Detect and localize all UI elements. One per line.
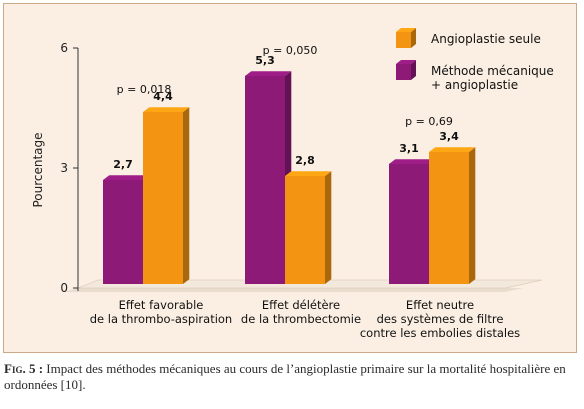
category-label: Effet neutre bbox=[406, 298, 474, 312]
category-label: contre les embolies distales bbox=[360, 326, 520, 340]
category-label: des systèmes de filtre bbox=[377, 312, 504, 326]
y-tick-label: 6 bbox=[60, 41, 68, 55]
bar-value-label: 5,3 bbox=[255, 54, 275, 67]
legend-swatch-side bbox=[411, 28, 416, 48]
p-value-annotation: p = 0,018 bbox=[117, 83, 172, 96]
bar-top bbox=[389, 159, 436, 164]
category-label: Effet délétère bbox=[262, 298, 340, 312]
category-label: de la thrombo-aspiration bbox=[90, 312, 232, 326]
bar-value-label: 3,1 bbox=[399, 142, 419, 155]
bar bbox=[389, 164, 429, 284]
bar-value-label: 2,7 bbox=[113, 158, 133, 171]
bar-side bbox=[325, 171, 332, 284]
y-tick-label: 3 bbox=[60, 161, 68, 175]
bar-value-label: 2,8 bbox=[295, 154, 315, 167]
p-value-annotation: p = 0,050 bbox=[263, 44, 318, 57]
bar-top bbox=[103, 175, 150, 180]
legend-swatch-top bbox=[396, 28, 416, 32]
chart-floor bbox=[64, 288, 523, 292]
bar-side bbox=[183, 107, 190, 284]
figure-caption: Fig. 5 : Impact des méthodes mécaniques … bbox=[4, 361, 580, 393]
legend-swatch bbox=[396, 64, 411, 80]
legend-label: + angioplastie bbox=[431, 78, 518, 92]
bar bbox=[245, 76, 285, 284]
y-tick-label: 0 bbox=[60, 281, 68, 295]
caption-text: Impact des méthodes mécaniques au cours … bbox=[4, 361, 566, 392]
bar-top bbox=[143, 107, 190, 112]
bar-top bbox=[245, 71, 292, 76]
bar-chart: 0 3 6 Pourcentage 2,7 5,3 3,1 4,4 2,8 3,4 p = 0,01… bbox=[31, 28, 554, 340]
legend-label: Méthode mécanique bbox=[431, 64, 554, 78]
legend-swatch bbox=[396, 32, 411, 48]
category-label: de la thrombectomie bbox=[241, 312, 361, 326]
bar-side bbox=[469, 147, 476, 284]
legend-swatch-top bbox=[396, 60, 416, 64]
bar-value-label: 4,4 bbox=[153, 90, 173, 103]
legend-swatch-side bbox=[411, 60, 416, 80]
bar bbox=[429, 152, 469, 284]
p-value-annotation: p = 0,69 bbox=[405, 115, 453, 128]
bar bbox=[143, 112, 183, 284]
bar-top bbox=[285, 171, 332, 176]
legend-label: Angioplastie seule bbox=[431, 32, 541, 46]
bar-value-label: 3,4 bbox=[439, 130, 459, 143]
bar bbox=[103, 180, 143, 284]
y-axis-label: Pourcentage bbox=[31, 132, 45, 207]
caption-lead: Fig. 5 : bbox=[4, 361, 44, 376]
bar bbox=[285, 176, 325, 284]
bar-top bbox=[429, 147, 476, 152]
category-label: Effet favorable bbox=[119, 298, 204, 312]
chart-frame: 0 3 6 Pourcentage 2,7 5,3 3,1 4,4 2,8 3,4 p = 0,01… bbox=[3, 3, 577, 353]
